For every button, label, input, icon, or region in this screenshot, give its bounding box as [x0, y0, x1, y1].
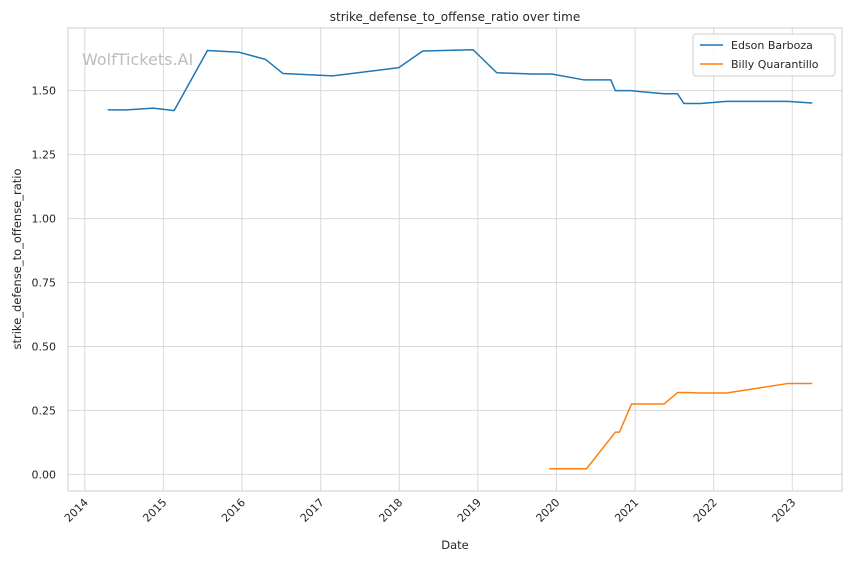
y-tick-label: 1.50	[32, 85, 57, 98]
chart-title: strike_defense_to_offense_ratio over tim…	[330, 10, 580, 24]
y-tick-label: 1.00	[32, 213, 57, 226]
series-layer	[107, 48, 813, 470]
plot-frame	[67, 27, 843, 492]
legend-label: Billy Quarantillo	[731, 58, 819, 71]
y-tick-label: 0.75	[32, 277, 57, 290]
y-tick-label: 0.50	[32, 340, 57, 353]
series-line-edson-barboza	[107, 48, 813, 112]
y-axis-label: strike_defense_to_offense_ratio	[10, 168, 24, 349]
y-axis-ticks: 0.00 0.25 0.50 0.75 1.00 1.25 1.50	[32, 85, 57, 482]
watermark-text: WolfTickets.AI	[82, 50, 193, 69]
y-tick-label: 1.25	[32, 149, 57, 162]
legend-label: Edson Barboza	[731, 39, 813, 52]
x-axis-label: Date	[441, 538, 469, 552]
legend-box	[692, 33, 836, 77]
series-line-billy-quarantillo	[548, 382, 813, 470]
legend: Edson Barboza Billy Quarantillo	[692, 33, 836, 77]
y-tick-label: 0.25	[32, 404, 57, 417]
grid	[68, 28, 842, 491]
y-tick-label: 0.00	[32, 468, 57, 481]
